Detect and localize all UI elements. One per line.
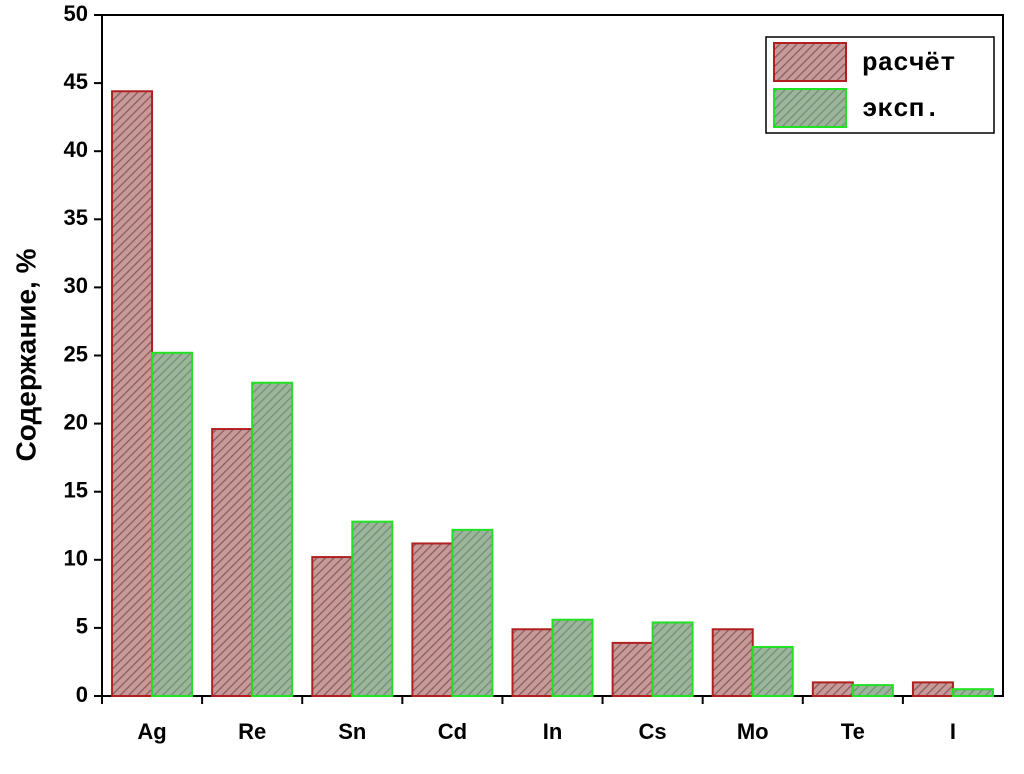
legend-label: эксп. [862, 94, 940, 124]
x-tick-label: Sn [338, 719, 366, 744]
bar [811, 681, 854, 698]
y-tick-label: 10 [64, 546, 88, 571]
bar [451, 528, 494, 697]
x-tick-label: Re [238, 719, 266, 744]
y-tick-label: 45 [64, 69, 88, 94]
x-tick-label: Cs [639, 719, 667, 744]
bar [411, 542, 454, 697]
x-tick-label: In [543, 719, 563, 744]
x-tick-label: I [950, 719, 956, 744]
y-tick-label: 5 [76, 614, 88, 639]
y-tick-label: 0 [76, 682, 88, 707]
bar [311, 556, 354, 697]
bar [211, 428, 254, 697]
x-tick-label: Te [841, 719, 865, 744]
bar [351, 520, 394, 697]
x-tick-label: Ag [137, 719, 166, 744]
y-tick-label: 35 [64, 205, 88, 230]
legend-label: расчёт [862, 48, 956, 78]
bar [751, 645, 794, 698]
bar [151, 351, 194, 697]
bar [711, 628, 754, 698]
y-tick-label: 50 [64, 1, 88, 26]
legend-swatch [773, 88, 847, 128]
bar [911, 681, 954, 698]
y-tick-label: 25 [64, 341, 88, 366]
y-tick-label: 15 [64, 478, 88, 503]
y-axis-label: Содержание, % [10, 248, 41, 461]
y-tick-label: 20 [64, 409, 88, 434]
bar [111, 90, 154, 698]
legend-swatch [773, 42, 847, 82]
x-tick-label: Mo [737, 719, 769, 744]
bar [611, 641, 654, 698]
bar [851, 684, 894, 698]
bar [651, 621, 694, 698]
bar [251, 381, 294, 697]
y-tick-label: 40 [64, 137, 88, 162]
bar [551, 618, 594, 698]
y-tick-label: 30 [64, 273, 88, 298]
bar [511, 628, 554, 698]
bar [951, 688, 994, 698]
x-tick-label: Cd [438, 719, 467, 744]
